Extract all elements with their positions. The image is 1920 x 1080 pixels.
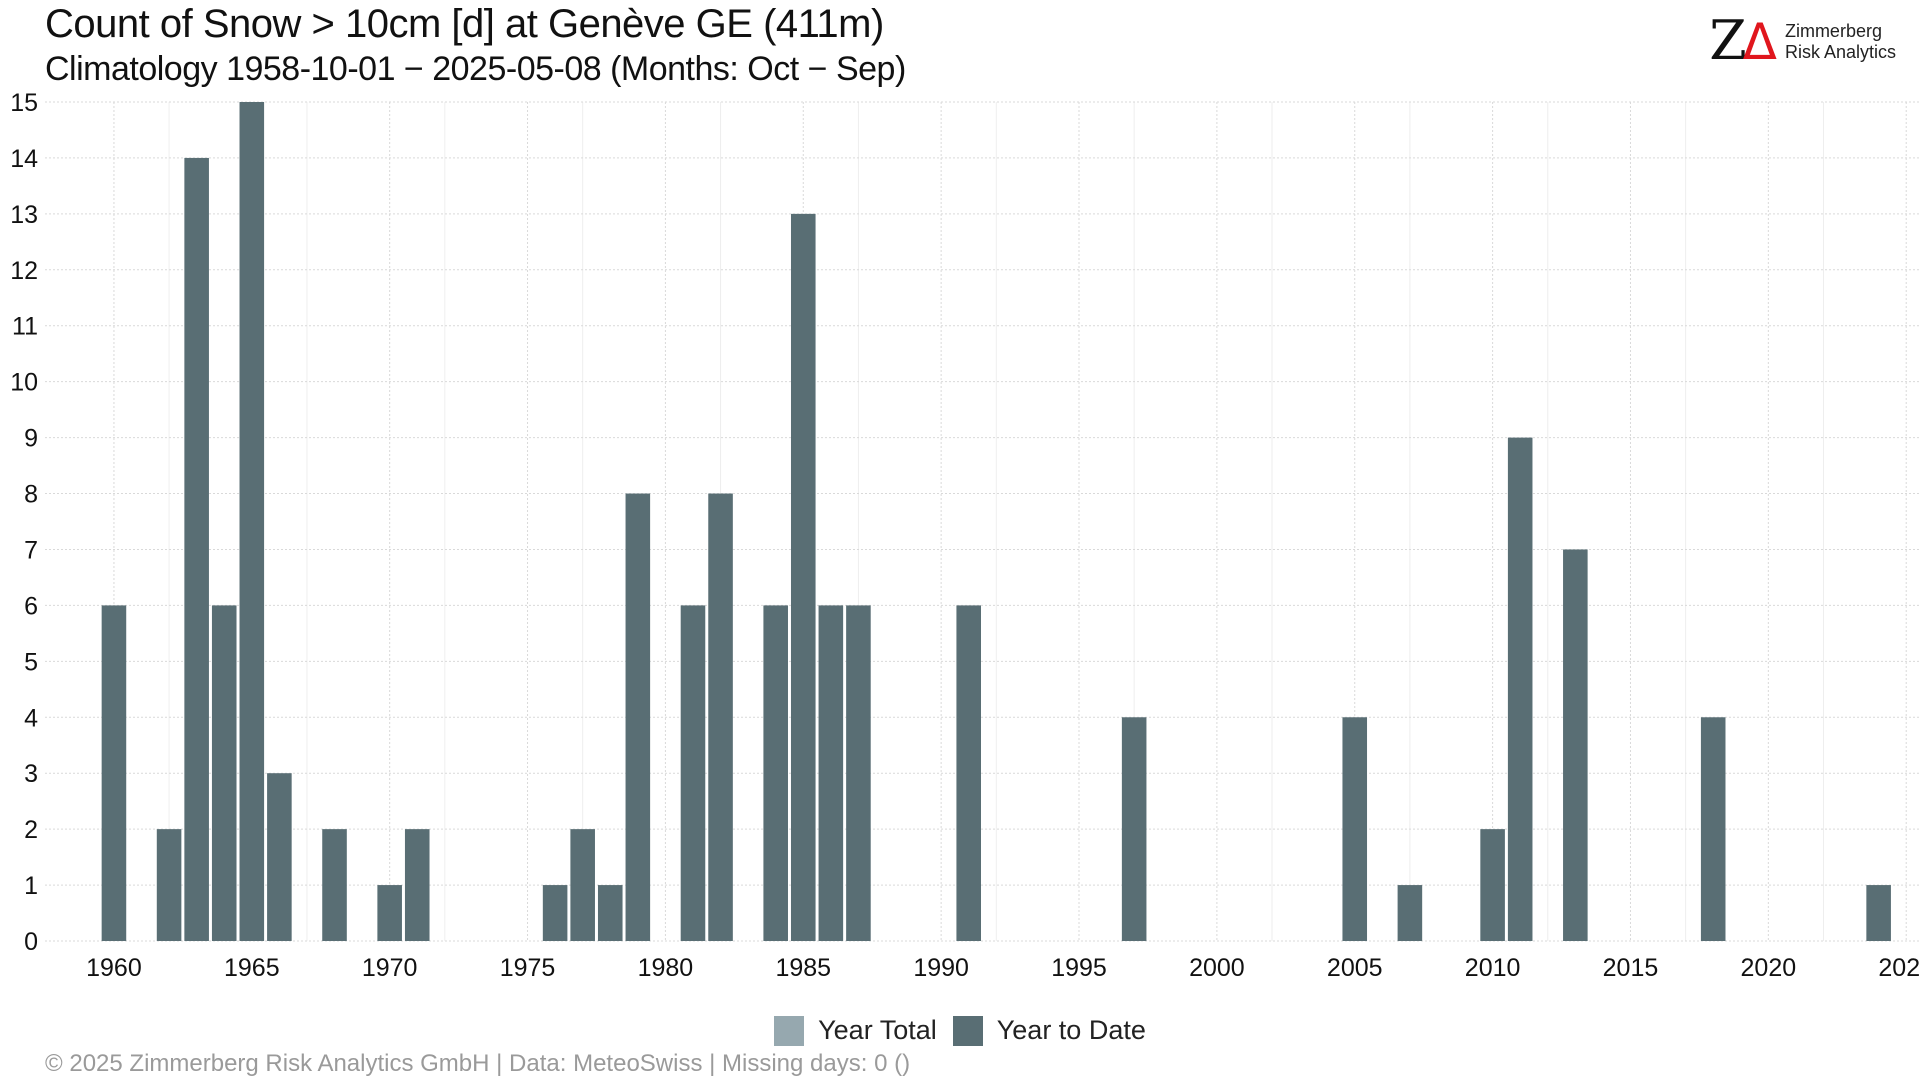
legend-item-year-to-date: Year to Date <box>952 1015 1146 1046</box>
x-tick-label: 1965 <box>224 954 280 982</box>
y-tick-label: 8 <box>24 481 38 509</box>
bar <box>790 213 816 941</box>
x-tick-label: 2020 <box>1741 954 1797 982</box>
bar <box>1480 829 1505 941</box>
bars <box>101 102 1891 941</box>
bar <box>184 157 209 941</box>
y-tick-label: 13 <box>10 201 38 229</box>
y-tick-label: 0 <box>24 928 38 956</box>
chart-subtitle: Climatology 1958-10-01 − 2025-05-08 (Mon… <box>45 50 906 88</box>
bar <box>846 605 871 941</box>
chart-title: Count of Snow > 10cm [d] at Genève GE (4… <box>45 2 884 46</box>
bar <box>1563 549 1588 941</box>
legend-swatch-year-to-date <box>952 1015 983 1046</box>
bar <box>708 493 733 941</box>
bar <box>818 605 844 941</box>
bar <box>1700 717 1726 941</box>
x-tick-label: 2025 <box>1878 954 1920 982</box>
bar <box>597 885 623 941</box>
x-tick-label: 1975 <box>500 954 556 982</box>
bar <box>1342 717 1368 941</box>
y-tick-label: 5 <box>24 648 38 676</box>
x-tick-labels: 1960 1965 1970 1975 1980 1985 1990 1995 2000 2005… <box>86 954 1920 982</box>
bar <box>404 829 430 941</box>
logo-line-2: Risk Analytics <box>1784 41 1896 62</box>
x-tick-label: 1970 <box>362 954 418 982</box>
bar <box>156 829 182 941</box>
x-tick-label: 1980 <box>638 954 694 982</box>
bar <box>1507 437 1533 941</box>
legend-label-year-to-date: Year to Date <box>996 1015 1146 1045</box>
bar <box>570 829 595 941</box>
x-tick-label: 1985 <box>775 954 831 982</box>
y-tick-label: 10 <box>10 369 38 397</box>
bar <box>625 493 651 941</box>
y-tick-label: 9 <box>24 425 38 453</box>
y-tick-label: 15 <box>10 89 38 117</box>
y-tick-label: 6 <box>24 592 38 620</box>
bar <box>101 605 127 941</box>
bar <box>1866 885 1891 941</box>
legend-item-year-total: Year Total <box>774 1015 937 1046</box>
logo-line-1: Zimmerberg <box>1784 20 1882 41</box>
bar <box>322 829 347 941</box>
bar <box>542 885 568 941</box>
y-tick-label: 4 <box>24 704 38 732</box>
bar <box>267 773 292 941</box>
bar <box>377 885 402 941</box>
y-tick-label: 12 <box>10 257 38 285</box>
bar <box>211 605 237 941</box>
x-tick-label: 2010 <box>1465 954 1521 982</box>
bar <box>956 605 981 941</box>
footer-credit: © 2025 Zimmerberg Risk Analytics GmbH | … <box>45 1050 911 1077</box>
y-tick-label: 1 <box>24 872 38 900</box>
y-tick-label: 2 <box>24 816 38 844</box>
legend-swatch-year-total <box>774 1015 805 1046</box>
x-tick-label: 1995 <box>1051 954 1107 982</box>
bar <box>1121 717 1147 941</box>
grid-lines <box>45 101 1920 942</box>
logo-mark-icon: ZΔ <box>1709 9 1777 72</box>
company-logo: ZΔ Zimmerberg Risk Analytics <box>1709 9 1896 72</box>
x-tick-label: 2005 <box>1327 954 1383 982</box>
bar <box>763 605 788 941</box>
x-tick-label: 1990 <box>913 954 969 982</box>
legend: Year Total Year to Date <box>0 1015 1920 1046</box>
bar <box>239 102 265 941</box>
legend-label-year-total: Year Total <box>818 1015 937 1045</box>
y-tick-label: 3 <box>24 760 38 788</box>
bar <box>680 605 706 941</box>
y-tick-label: 14 <box>10 145 38 173</box>
y-tick-label: 11 <box>12 313 38 341</box>
x-tick-label: 2000 <box>1189 954 1245 982</box>
bar <box>1397 885 1423 941</box>
logo-text: Zimmerberg Risk Analytics <box>1785 21 1896 63</box>
x-tick-label: 2015 <box>1603 954 1659 982</box>
y-tick-label: 7 <box>24 536 38 564</box>
x-tick-label: 1960 <box>86 954 142 982</box>
